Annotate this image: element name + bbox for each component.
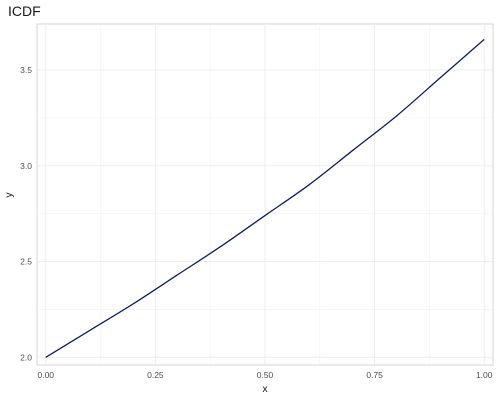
- x-tick-label: 0.00: [37, 370, 54, 380]
- x-tick-label: 1.00: [476, 370, 493, 380]
- y-axis-ticks: 2.0 2.5 3.0 3.5: [20, 65, 32, 362]
- y-axis-title: y: [3, 192, 15, 198]
- x-axis-ticks: 0.00 0.25 0.50 0.75 1.00: [37, 370, 492, 380]
- y-tick-label: 2.5: [20, 257, 32, 267]
- x-axis-title: x: [262, 383, 268, 395]
- icdf-series-line: [45, 38, 485, 358]
- x-tick-label: 0.75: [366, 370, 383, 380]
- major-gridlines: [37, 24, 493, 365]
- x-tick-label: 0.25: [147, 370, 164, 380]
- x-tick-label: 0.50: [257, 370, 274, 380]
- y-tick-label: 3.0: [20, 161, 32, 171]
- y-tick-label: 2.0: [20, 352, 32, 362]
- y-tick-label: 3.5: [20, 65, 32, 75]
- chart-title: ICDF: [8, 3, 41, 19]
